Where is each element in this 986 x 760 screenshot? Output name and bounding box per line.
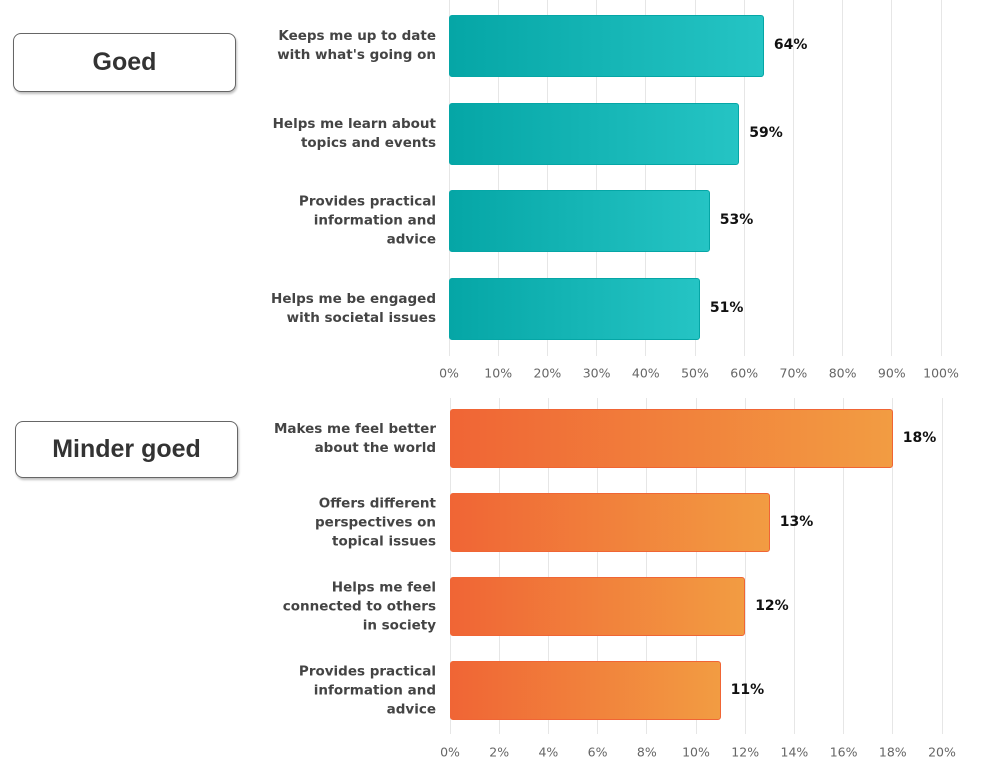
group-label: Goed <box>13 33 236 92</box>
grid-line <box>448 0 450 356</box>
grid-line <box>793 398 795 734</box>
value-label: 11% <box>730 681 765 698</box>
x-tick-label: 30% <box>582 365 611 381</box>
x-tick-label: 16% <box>829 744 858 760</box>
bar <box>450 493 770 552</box>
grid-line <box>449 398 451 734</box>
x-tick-label: 14% <box>780 744 809 760</box>
grid-line <box>546 0 548 356</box>
value-label: 53% <box>719 212 754 228</box>
x-tick-label: 0% <box>439 365 459 381</box>
category-label: Helps me feel connected to others in soc… <box>282 579 436 633</box>
x-tick-label: 70% <box>779 365 808 381</box>
x-tick-label: 10% <box>682 744 710 760</box>
category-label: Makes me feel better about the world <box>273 420 436 456</box>
x-tick-label: 100% <box>923 365 959 381</box>
grid-line <box>892 398 894 734</box>
bar <box>449 278 700 340</box>
x-tick-label: 20% <box>928 744 956 760</box>
category-label: Keeps me up to date with what's going on <box>277 28 436 63</box>
bar <box>449 103 740 165</box>
bar <box>449 190 710 252</box>
category-label: Helps me be engaged with societal issues <box>271 291 436 326</box>
bar <box>450 409 893 468</box>
grid-line <box>891 0 893 356</box>
x-tick-label: 4% <box>538 744 559 760</box>
value-label: 64% <box>773 37 808 53</box>
value-label: 13% <box>779 513 814 530</box>
grid-line <box>842 0 844 356</box>
x-tick-label: 0% <box>440 744 460 760</box>
x-tick-label: 10% <box>484 365 513 381</box>
x-tick-label: 12% <box>731 744 760 760</box>
value-label: 59% <box>749 125 783 141</box>
grid-line <box>792 0 794 356</box>
x-tick-label: 40% <box>631 365 660 381</box>
grid-line <box>547 398 549 734</box>
grid-line <box>695 398 697 734</box>
category-label: Offers different perspectives on topical… <box>315 495 436 549</box>
x-tick-label: 18% <box>878 744 907 760</box>
x-tick-label: 6% <box>587 744 608 760</box>
value-label: 51% <box>709 300 744 316</box>
x-tick-label: 80% <box>828 365 857 381</box>
grid-line <box>694 0 696 356</box>
x-tick-label: 50% <box>681 365 709 381</box>
category-label: Provides practical information and advic… <box>298 663 436 717</box>
grid-line <box>646 398 648 734</box>
x-tick-label: 20% <box>533 365 562 381</box>
grid-line <box>743 0 745 356</box>
grid-line <box>597 398 599 734</box>
bar <box>449 15 764 77</box>
x-tick-label: 2% <box>489 744 510 760</box>
grid-line <box>498 398 500 734</box>
x-tick-label: 60% <box>730 365 759 381</box>
grid-line <box>596 0 598 356</box>
value-label: 18% <box>902 429 937 446</box>
grid-line <box>645 0 647 356</box>
value-label: 12% <box>755 597 789 614</box>
grid-line <box>497 0 499 356</box>
grid-line <box>940 0 942 356</box>
grid-line <box>843 398 845 734</box>
category-label: Provides practical information and advic… <box>298 193 436 248</box>
group-label: Minder goed <box>15 421 238 478</box>
x-tick-label: 8% <box>636 744 657 760</box>
grid-line <box>744 398 746 734</box>
grid-line <box>941 398 943 734</box>
x-tick-label: 90% <box>877 365 906 381</box>
category-label: Helps me learn about topics and events <box>272 116 436 151</box>
bar <box>450 661 721 720</box>
bar <box>450 577 746 636</box>
